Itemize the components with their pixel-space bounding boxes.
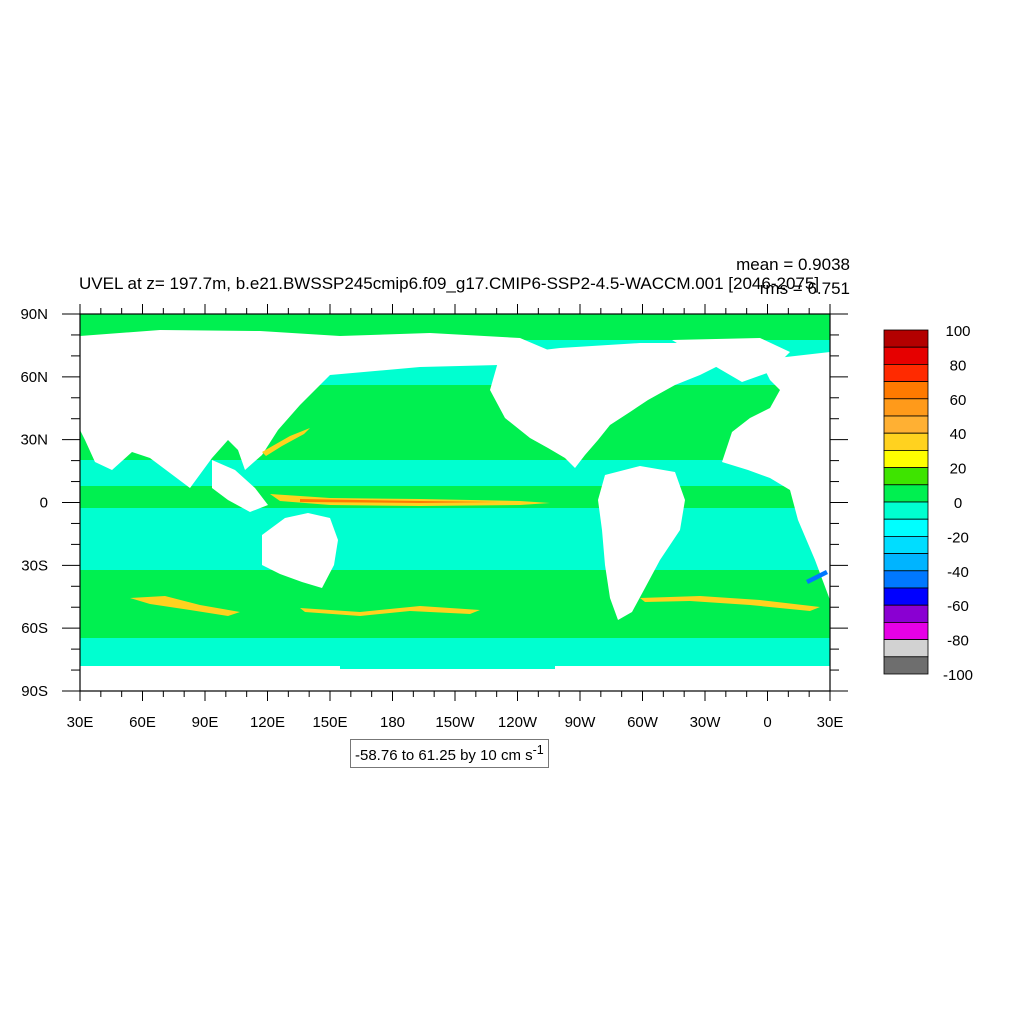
colorbar-label: 60	[950, 392, 967, 409]
x-tick-label: 180	[380, 714, 405, 731]
colorbar-label: -60	[947, 598, 969, 615]
y-axis: 90N 60N 30N 0 30S 60S 90S	[20, 306, 848, 700]
x-tick-label: 120W	[498, 714, 538, 731]
rms-stat: rms = 6.751	[759, 279, 850, 298]
x-tick-label: 60W	[627, 714, 659, 731]
x-tick-label: 120E	[250, 714, 285, 731]
acc-jet-pacific	[300, 606, 480, 616]
colorbar-swatch	[883, 604, 929, 623]
colorbar-swatch	[883, 501, 929, 520]
land-europe-africa	[722, 352, 830, 600]
contour-unit-exponent: -1	[532, 743, 544, 757]
colorbar-label: 100	[945, 323, 970, 340]
colorbar-label: 0	[954, 495, 962, 512]
colorbar-swatch	[883, 518, 929, 537]
colorbar-label: 80	[950, 357, 967, 374]
colorbar-swatch	[883, 536, 929, 555]
x-tick-label: 30W	[690, 714, 722, 731]
colorbar-swatch	[883, 467, 929, 486]
x-tick-label: 90E	[192, 714, 219, 731]
colorbar-swatch	[883, 432, 929, 451]
colorbar-label: -80	[947, 633, 969, 650]
map-field	[80, 314, 830, 691]
ross-sea	[340, 655, 555, 669]
land-greenland	[672, 338, 790, 382]
x-tick-label: 30E	[67, 714, 94, 731]
x-tick-label: 90W	[565, 714, 597, 731]
colorbar-label: 40	[950, 426, 967, 443]
colorbar-swatch	[883, 449, 929, 468]
y-tick-label: 30S	[21, 557, 48, 574]
acc-jet-indian	[130, 596, 240, 616]
colorbar-swatch	[883, 329, 929, 348]
y-tick-label: 30N	[20, 432, 48, 449]
colorbar: 100 80 60 40 20 0 -20 -40 -60 -80 -100	[883, 323, 973, 684]
antarctica	[80, 666, 830, 691]
chart-title: UVEL at z= 197.7m, b.e21.BWSSP245cmip6.f…	[79, 274, 820, 293]
y-tick-label: 90N	[20, 306, 48, 323]
colorbar-swatch	[883, 622, 929, 641]
colorbar-label: 20	[950, 461, 967, 478]
colorbar-label: -40	[947, 564, 969, 581]
y-tick-label: 90S	[21, 683, 48, 700]
x-tick-label: 150W	[435, 714, 475, 731]
y-tick-label: 60N	[20, 369, 48, 386]
land-australia	[262, 513, 338, 588]
westward-coastal-band	[806, 570, 828, 584]
south-tropical-band	[80, 508, 830, 570]
equatorial-undercurrent-core	[300, 499, 500, 503]
colorbar-label: -20	[947, 529, 969, 546]
colorbar-label: -100	[943, 667, 973, 684]
colorbar-swatch	[883, 363, 929, 382]
colorbar-swatch	[883, 415, 929, 434]
colorbar-swatch	[883, 381, 929, 400]
land-north-america	[490, 343, 730, 468]
colorbar-swatch	[883, 484, 929, 503]
colorbar-swatch	[883, 553, 929, 572]
acc-jet-atlantic	[640, 596, 820, 611]
x-tick-label: 0	[763, 714, 771, 731]
colorbar-swatch	[883, 639, 929, 658]
kuroshio-jet	[262, 428, 310, 456]
x-tick-label: 30E	[817, 714, 844, 731]
y-tick-label: 0	[40, 495, 48, 512]
x-axis: 30E 60E 90E 120E 150E 180 150W 120W 90W 60W 30W 0 30…	[67, 304, 844, 731]
x-tick-label: 150E	[312, 714, 347, 731]
colorbar-swatch	[883, 398, 929, 417]
colorbar-swatch	[883, 570, 929, 589]
contour-range-box: -58.76 to 61.25 by 10 cm s-1	[350, 739, 549, 768]
contour-range-text: -58.76 to 61.25 by 10 cm s	[355, 747, 533, 764]
colorbar-swatch	[883, 587, 929, 606]
southern-ocean-band	[80, 570, 830, 638]
mean-stat: mean = 0.9038	[736, 255, 850, 274]
y-tick-label: 60S	[21, 620, 48, 637]
x-tick-label: 60E	[129, 714, 156, 731]
colorbar-swatch	[883, 346, 929, 365]
land-south-america	[598, 466, 685, 620]
equatorial-undercurrent	[270, 494, 550, 506]
land-eurasia-north	[80, 330, 560, 488]
colorbar-swatch	[883, 656, 929, 675]
land-southeast-asia	[212, 460, 268, 512]
